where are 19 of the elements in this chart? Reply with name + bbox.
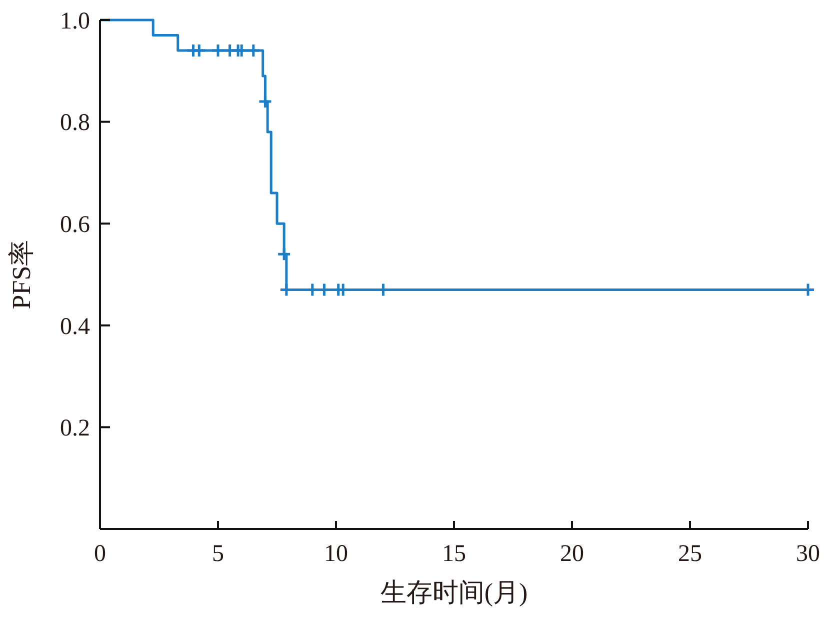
x-tick-label: 30 (796, 541, 820, 567)
y-tick-label: 0.4 (60, 314, 90, 340)
y-tick-label: 1.0 (60, 8, 90, 34)
point (258, 94, 272, 109)
y-tick-label: 0.6 (60, 212, 90, 238)
x-tick-label: 5 (212, 541, 224, 567)
point (246, 43, 261, 58)
x-tick-label: 0 (94, 541, 106, 567)
point (210, 43, 226, 58)
x-tick-label: 25 (678, 541, 702, 567)
point (234, 43, 249, 58)
x-tick-label: 10 (324, 541, 348, 567)
point (276, 246, 292, 262)
y-tick-label: 0.2 (60, 416, 90, 442)
y-axis-title: PFS率 (7, 240, 36, 310)
x-tick-label: 20 (560, 541, 584, 567)
y-tick-label: 0.8 (60, 110, 90, 136)
x-tick-label: 15 (442, 541, 466, 567)
x-axis-title: 生存时间(月) (380, 578, 528, 607)
